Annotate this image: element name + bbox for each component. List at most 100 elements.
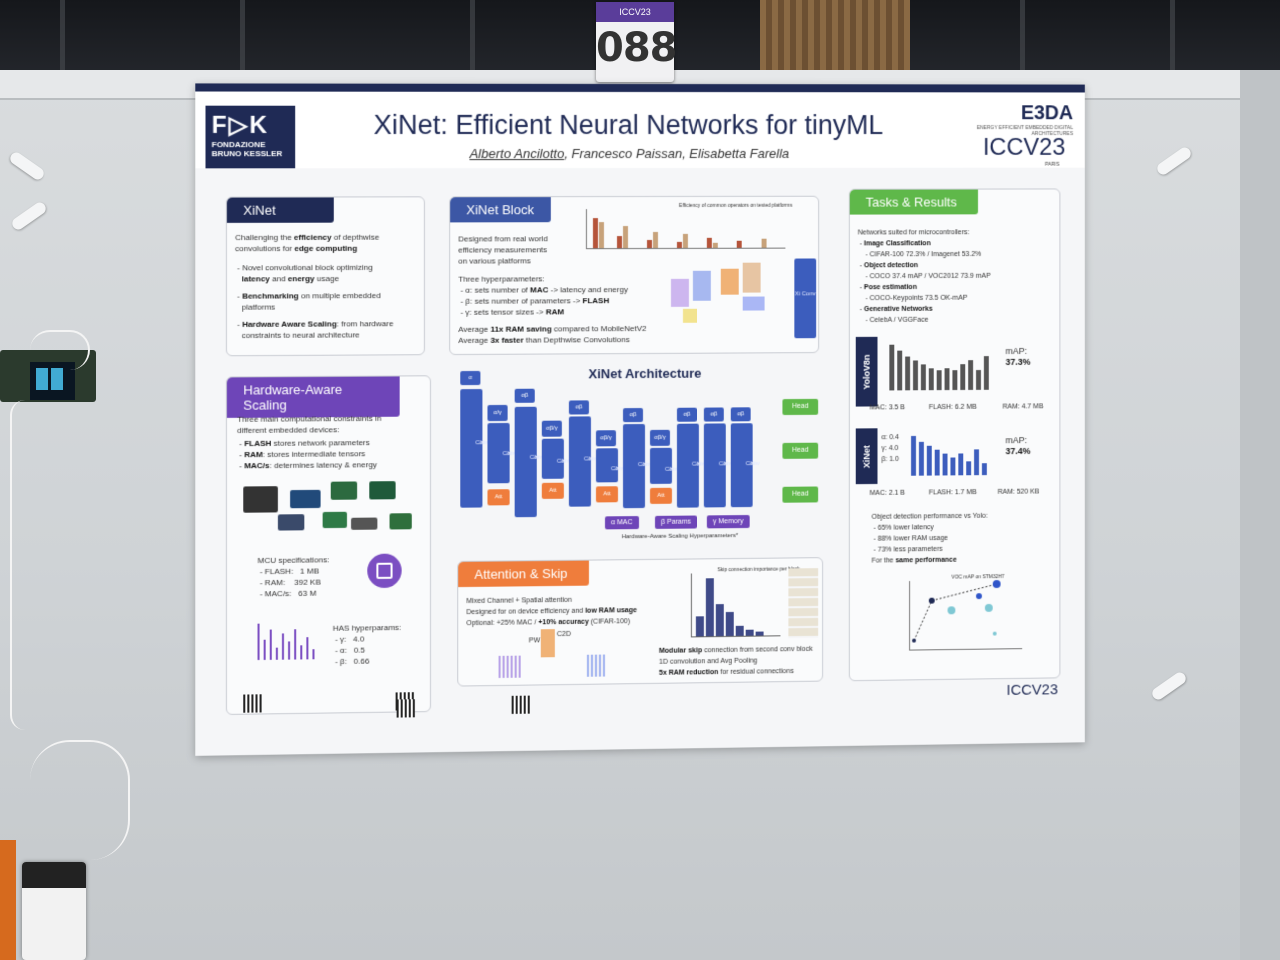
attention-tensor — [499, 656, 521, 678]
yolo-label: YoloV8n — [856, 337, 878, 407]
xinet-flash: FLASH: 1.7 MB — [929, 487, 977, 498]
xi-conv-column: Xi Conv — [487, 423, 509, 483]
xinet-bar — [958, 453, 963, 475]
yolo-bar — [968, 360, 973, 390]
poster-title: XiNet: Efficient Neural Networks for tin… — [348, 110, 908, 141]
attention-diagram: PW C2D — [499, 628, 609, 680]
chart-bar — [726, 612, 734, 636]
chart-bar — [647, 240, 652, 248]
xi-conv-column: Xi Conv — [704, 423, 726, 507]
power-bank-top — [22, 862, 86, 888]
chart-bar — [706, 578, 714, 636]
wave-bar — [288, 641, 290, 659]
yolo-bar — [976, 370, 981, 390]
chart-bar — [713, 243, 718, 248]
board-image — [390, 513, 412, 529]
chart-bar — [599, 222, 604, 248]
qr-code — [512, 696, 530, 714]
hp-alpha-gamma: α/γ — [487, 405, 507, 421]
attention-block: Att — [650, 488, 672, 504]
scatter-point — [993, 632, 997, 636]
wave-bar — [312, 649, 314, 659]
efficiency-chart — [586, 209, 785, 249]
hp-alpha-beta-gamma: αβ/γ — [596, 430, 616, 446]
xinet-bar — [927, 446, 932, 476]
hp-alpha-beta: αβ — [731, 407, 751, 421]
wave-bar — [300, 645, 302, 659]
attention-tensor — [587, 655, 605, 677]
embedded-boards-photo — [237, 477, 425, 539]
xi-conv-column: Xi Conv — [731, 423, 753, 507]
hp-alpha: α — [460, 371, 480, 385]
chart-bar — [696, 616, 704, 636]
xinet-bullet-2: - Benchmarking on multiple embedded plat… — [237, 290, 420, 313]
scatter-point — [948, 606, 956, 614]
yolo-bar — [905, 357, 910, 391]
skip-desc: Modular skip connection from second conv… — [659, 644, 828, 679]
pw-label: PW — [529, 635, 540, 646]
hp-alpha-beta: αβ — [569, 400, 589, 414]
chart-bar — [617, 236, 622, 248]
yolo-bar — [952, 370, 957, 390]
block-tensor — [671, 279, 689, 307]
yolo-bar — [984, 356, 989, 390]
wave-bar — [264, 640, 266, 660]
block-hyperparams: Three hyperparameters: - α: sets number … — [458, 273, 659, 318]
cable — [10, 400, 40, 730]
yolo-flash: FLASH: 6.2 MB — [929, 402, 977, 413]
scatter-point — [929, 598, 935, 604]
yolo-map: mAP: 37.3% — [1006, 346, 1060, 368]
xinet-label: XiNet — [856, 428, 878, 484]
wave-bar — [276, 648, 278, 660]
chart-bar — [653, 232, 658, 248]
xi-conv-column: Xi Conv — [515, 407, 537, 518]
chart-bar — [737, 241, 742, 248]
xi-conv-column: Xi Conv — [460, 389, 482, 508]
yolo-architecture — [889, 338, 997, 390]
yolo-mac: MAC: 3.5 B — [870, 402, 905, 413]
wave-bar — [258, 624, 260, 660]
chart-bar — [677, 242, 682, 248]
attention-block: Att — [542, 483, 564, 499]
iccv-logo: ICCV23 — [983, 134, 1065, 162]
cable — [30, 740, 130, 860]
block-heading: XiNet Block — [450, 197, 551, 222]
hw-constraints: - FLASH stores network parameters - RAM:… — [239, 437, 432, 472]
scatter-point — [912, 639, 916, 643]
xi-conv-column: Xi Conv — [650, 448, 672, 484]
qr-code — [397, 699, 415, 717]
hp-alpha-beta: αβ — [515, 389, 535, 403]
hp-alpha-beta: αβ — [704, 407, 724, 421]
board-image — [278, 514, 304, 530]
poster: F▷K FONDAZIONE BRUNO KESSLER XiNet: Effi… — [195, 83, 1085, 755]
mcu-specs: MCU specifications: - FLASH: 1 MB - RAM:… — [258, 554, 370, 600]
xinet-block-diagram — [671, 259, 780, 329]
xinet-bar — [966, 461, 971, 475]
block-tensor — [683, 309, 697, 323]
fbk-line2: BRUNO KESSLER — [212, 149, 289, 158]
yolo-bar — [937, 370, 942, 390]
scatter-point — [976, 593, 982, 599]
detection-head: Head — [782, 443, 818, 459]
chart-bar — [746, 630, 754, 636]
xinet-bullet-1: - Novel convolutional block optimizing l… — [237, 262, 420, 285]
detection-head: Head — [782, 399, 818, 415]
chip-icon — [367, 554, 401, 589]
legend-mac: α MAC — [605, 516, 639, 529]
attention-skip-panel: Attention & Skip Mixed Channel + Spatial… — [457, 557, 823, 686]
xinet-bar — [982, 463, 987, 475]
xi-conv-column: Xi Conv — [542, 439, 564, 479]
orange-object — [0, 840, 16, 960]
chart-bar — [756, 632, 764, 636]
scatter-svg — [910, 580, 1023, 651]
fbk-line1: FONDAZIONE — [212, 140, 289, 149]
wooden-wall — [760, 0, 910, 75]
poster-authors: Alberto Ancilotto, Francesco Paissan, El… — [348, 146, 908, 161]
booth-number-tag: ICCV23 088 — [596, 2, 674, 82]
xinet-bullet-3: - Hardware Aware Scaling: from hardware … — [237, 318, 425, 341]
hw-scaling-panel: Hardware-Aware Scaling Three main comput… — [226, 375, 431, 715]
attention-desc: Mixed Channel + Spatial attention Designe… — [466, 594, 667, 629]
perf-vs-yolo: Object detection performance vs Yolo: - … — [872, 510, 1059, 566]
fbk-logo: F▷K FONDAZIONE BRUNO KESSLER — [205, 106, 295, 169]
waveform-icon — [258, 619, 329, 660]
